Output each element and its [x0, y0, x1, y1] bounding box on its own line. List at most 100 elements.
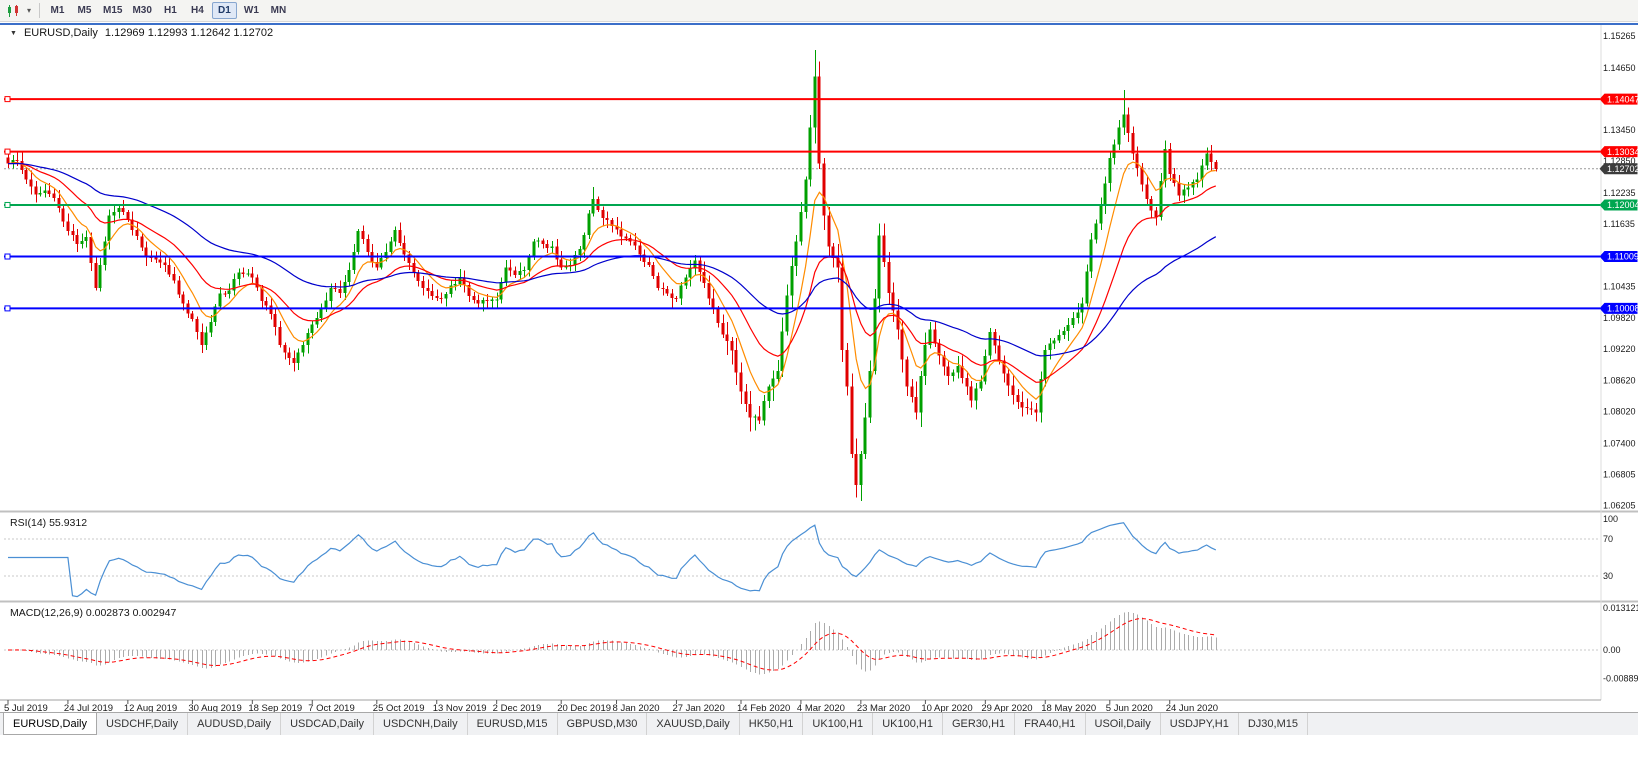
timeframe-button-h1[interactable]: H1: [164, 5, 177, 16]
date-label: 24 Jul 2019: [64, 703, 113, 712]
chart-tab-uk100-h1[interactable]: UK100,H1: [803, 713, 874, 735]
moving-average-21: [7, 162, 1217, 383]
date-label: 12 Aug 2019: [124, 703, 177, 712]
date-label: 24 Jun 2020: [1166, 703, 1218, 712]
line-handle[interactable]: [4, 253, 11, 260]
line-handle[interactable]: [4, 305, 11, 312]
svg-text:70: 70: [1603, 534, 1613, 544]
chart-tab-ger30-h1[interactable]: GER30,H1: [943, 713, 1016, 735]
timeframe-button-m30[interactable]: M30: [132, 5, 152, 16]
svg-text:1.09220: 1.09220: [1603, 344, 1636, 354]
price-badge: [1599, 93, 1638, 105]
date-label: 13 Nov 2019: [433, 703, 487, 712]
timeframe-button-mn[interactable]: MN: [270, 5, 287, 16]
chart-canvas[interactable]: 100 70 30 0.013121 0.00 -0.008893 1.15265 1.146…: [0, 22, 1638, 712]
svg-text:1.11009: 1.11009: [1607, 252, 1638, 262]
timeframe-button-m1[interactable]: M1: [50, 5, 65, 16]
date-label: 7 Oct 2019: [308, 703, 354, 712]
date-label: 23 Mar 2020: [857, 703, 910, 712]
date-label: 18 Sep 2019: [248, 703, 302, 712]
timeframe-button-w1[interactable]: W1: [243, 5, 259, 16]
date-label: 14 Feb 2020: [737, 703, 790, 712]
svg-text:1.07400: 1.07400: [1603, 439, 1636, 449]
svg-text:1.06205: 1.06205: [1603, 500, 1636, 510]
chart-tab-gbpusd-m30[interactable]: GBPUSD,M30: [558, 713, 648, 735]
svg-text:-0.008893: -0.008893: [1603, 673, 1638, 683]
chart-tab-hk50-h1[interactable]: HK50,H1: [740, 713, 804, 735]
date-label: 4 Mar 2020: [797, 703, 845, 712]
chart-tab-xauusd-daily[interactable]: XAUUSD,Daily: [647, 713, 740, 735]
date-label: 5 Jun 2020: [1106, 703, 1153, 712]
chart-tab-usdjpy-h1[interactable]: USDJPY,H1: [1161, 713, 1239, 735]
chart-window[interactable]: 100 70 30 0.013121 0.00 -0.008893 1.15265 1.146…: [0, 22, 1638, 712]
price-badge: [1599, 251, 1638, 262]
chart-tab-fra40-h1[interactable]: FRA40,H1: [1015, 713, 1086, 735]
svg-text:1.08620: 1.08620: [1603, 375, 1636, 385]
line-handle[interactable]: [4, 201, 11, 208]
chart-tab-uk100-h1[interactable]: UK100,H1: [873, 713, 943, 735]
svg-text:1.14047: 1.14047: [1607, 94, 1638, 104]
svg-text:1.12004: 1.12004: [1607, 200, 1638, 210]
price-badge: [1599, 163, 1638, 175]
chart-tab-eurusd-m15[interactable]: EURUSD,M15: [468, 713, 558, 735]
timeframe-button-m15[interactable]: M15: [103, 5, 123, 16]
date-label: 18 May 2020: [1041, 703, 1096, 712]
line-handle[interactable]: [4, 96, 11, 103]
svg-text:1.09820: 1.09820: [1603, 313, 1636, 323]
svg-text:1.14650: 1.14650: [1603, 63, 1636, 73]
price-badge: [1599, 146, 1638, 158]
svg-text:1.06805: 1.06805: [1603, 469, 1636, 479]
moving-average-8: [7, 161, 1216, 401]
svg-text:1.13034: 1.13034: [1607, 147, 1638, 157]
svg-text:0.013121: 0.013121: [1603, 603, 1638, 613]
svg-text:1.11635: 1.11635: [1603, 219, 1635, 229]
chart-tab-usdcad-daily[interactable]: USDCAD,Daily: [281, 713, 375, 735]
svg-text:30: 30: [1603, 571, 1613, 581]
candles: [6, 50, 1218, 501]
svg-text:1.10008: 1.10008: [1607, 304, 1638, 314]
chart-tab-usdcnh-daily[interactable]: USDCNH,Daily: [374, 713, 468, 735]
date-label: 8 Jan 2020: [613, 703, 660, 712]
chart-tab-dj30-m15[interactable]: DJ30,M15: [1239, 713, 1308, 735]
toolbar-separator: [39, 3, 40, 18]
svg-text:1.12850: 1.12850: [1603, 156, 1636, 166]
line-handle[interactable]: [4, 148, 11, 155]
dropdown-caret-icon[interactable]: ▾: [26, 6, 31, 15]
timeframe-group: M1 M5 M15 M30 H1 H4 D1 W1 MN: [44, 2, 292, 19]
price-badge: [1599, 199, 1638, 211]
date-label: 30 Aug 2019: [188, 703, 241, 712]
svg-text:1.13450: 1.13450: [1603, 125, 1636, 135]
chart-type-icon[interactable]: [3, 3, 23, 19]
price-badge: [1599, 302, 1638, 314]
timeframe-button-m5[interactable]: M5: [77, 5, 92, 16]
svg-text:1.10435: 1.10435: [1603, 281, 1636, 291]
chart-tab-eurusd-daily[interactable]: EURUSD,Daily: [3, 713, 97, 735]
chart-tab-bar: EURUSD,Daily USDCHF,Daily AUDUSD,Daily USDC…: [0, 712, 1638, 735]
date-label: 10 Apr 2020: [921, 703, 972, 712]
timeframe-button-h4[interactable]: H4: [191, 5, 204, 16]
date-label: 20 Dec 2019: [557, 703, 611, 712]
svg-text:1.12702: 1.12702: [1607, 164, 1638, 174]
chart-tab-audusd-daily[interactable]: AUDUSD,Daily: [188, 713, 282, 735]
chart-tab-usoil-daily[interactable]: USOil,Daily: [1086, 713, 1161, 735]
ohlc-values: 1.12969 1.12993 1.12642 1.12702: [104, 27, 274, 39]
date-label: 5 Jul 2019: [4, 703, 48, 712]
macd-signal-line: [8, 618, 1216, 671]
date-label: 27 Jan 2020: [672, 703, 724, 712]
macd-label: MACD(12,26,9) 0.002873 0.002947: [10, 607, 177, 619]
bottom-strip: [0, 735, 1638, 766]
title-dropdown-icon[interactable]: ▼: [10, 29, 17, 37]
svg-text:0.00: 0.00: [1603, 645, 1621, 655]
symbol-label: EURUSD,Daily: [23, 27, 98, 39]
svg-text:100: 100: [1603, 514, 1618, 524]
timeframe-button-d1[interactable]: D1: [211, 2, 237, 19]
moving-average-55: [7, 162, 1217, 357]
rsi-line: [8, 522, 1217, 598]
chart-tab-usdchf-daily[interactable]: USDCHF,Daily: [97, 713, 189, 735]
svg-text:1.12235: 1.12235: [1603, 188, 1636, 198]
rsi-label: RSI(14) 55.9312: [10, 517, 88, 529]
date-label: 29 Apr 2020: [981, 703, 1032, 712]
svg-text:1.08020: 1.08020: [1603, 406, 1636, 416]
chart-title: ▼ EURUSD,Daily 1.12969 1.12993 1.12642 1…: [10, 27, 273, 39]
toolbar: ▾ M1 M5 M15 M30 H1 H4 D1 W1 MN: [0, 0, 1638, 22]
